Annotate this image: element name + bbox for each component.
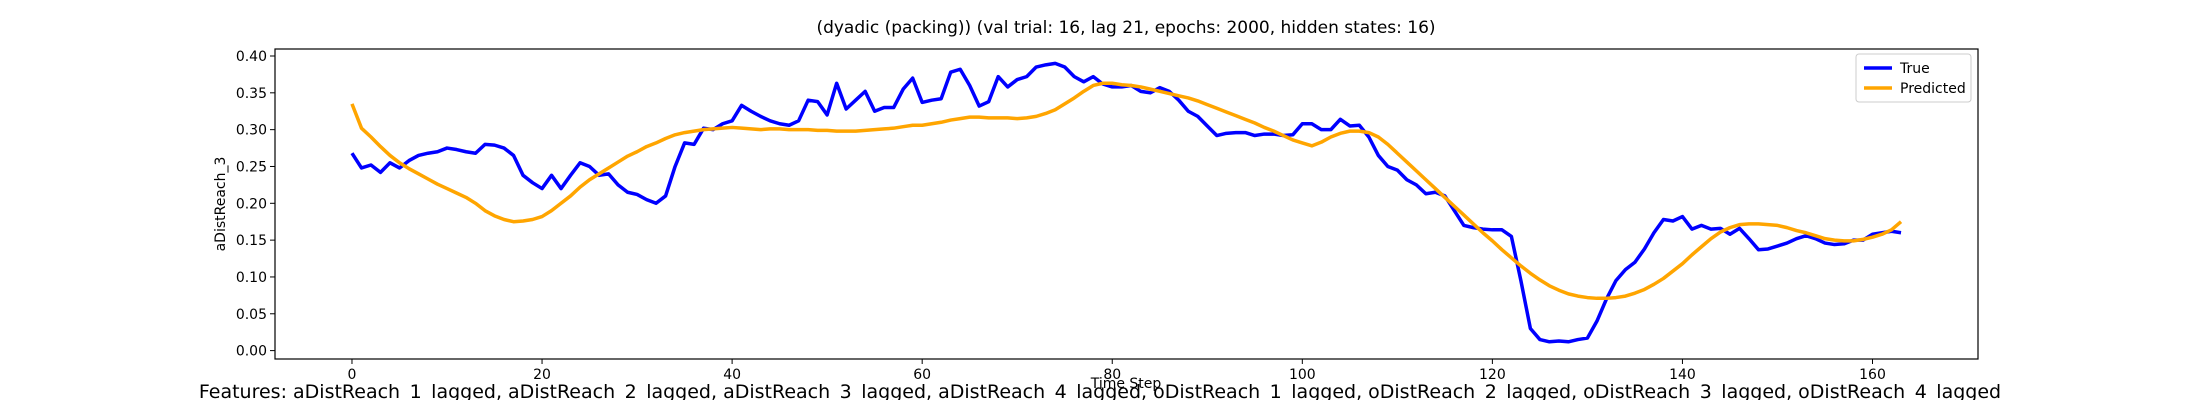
line-series	[350, 81, 1903, 301]
y-tick-label: 0.30	[236, 123, 267, 139]
x-axis-label: Time Step	[1090, 376, 1162, 392]
y-axis-label: aDistReach_3	[213, 157, 229, 252]
x-tick-label: 0	[348, 367, 357, 383]
y-tick-label: 0.40	[236, 49, 267, 65]
y-tick-label: 0.05	[236, 307, 267, 323]
y-tick-label: 0.35	[236, 86, 267, 102]
y-tick-label: 0.10	[236, 270, 267, 286]
x-tick-label: 20	[533, 367, 551, 383]
y-tick-label: 0.00	[236, 344, 267, 360]
legend-label: Predicted	[1900, 81, 1966, 97]
x-tick-label: 60	[913, 367, 931, 383]
x-tick-label: 80	[1103, 367, 1121, 383]
y-tick-label: 0.15	[236, 233, 267, 249]
line-series	[350, 61, 1902, 344]
x-tick-label: 100	[1289, 367, 1316, 383]
y-tick-label: 0.20	[236, 196, 267, 212]
legend-box	[1855, 53, 1972, 103]
features-note: Features: aDistReach_1_lagged, aDistReac…	[199, 381, 2001, 400]
chart-title: (dyadic (packing)) (val trial: 16, lag 2…	[816, 18, 1435, 38]
y-tick-label: 0.25	[236, 159, 267, 175]
legend-label: True	[1899, 61, 1930, 77]
x-tick-label: 120	[1479, 367, 1506, 383]
plot-frame	[274, 48, 1979, 360]
x-tick-label: 140	[1669, 367, 1696, 383]
x-tick-label: 40	[723, 367, 741, 383]
x-tick-label: 160	[1859, 367, 1886, 383]
